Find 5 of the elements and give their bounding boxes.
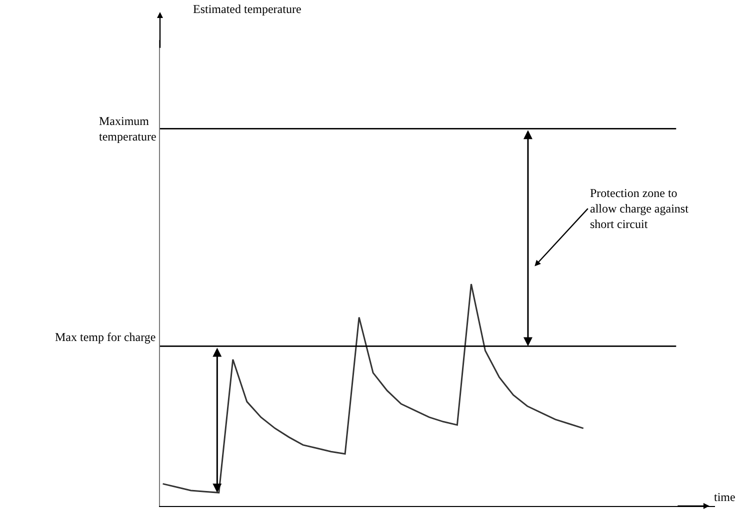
ref-line-label: Maximum temperature (99, 114, 156, 144)
text: Estimated temperature (193, 2, 302, 16)
text: time (714, 490, 736, 504)
ref-line-label: Max temp for charge (55, 330, 156, 344)
text: Protection zone to allow charge against short circuit (590, 186, 690, 232)
